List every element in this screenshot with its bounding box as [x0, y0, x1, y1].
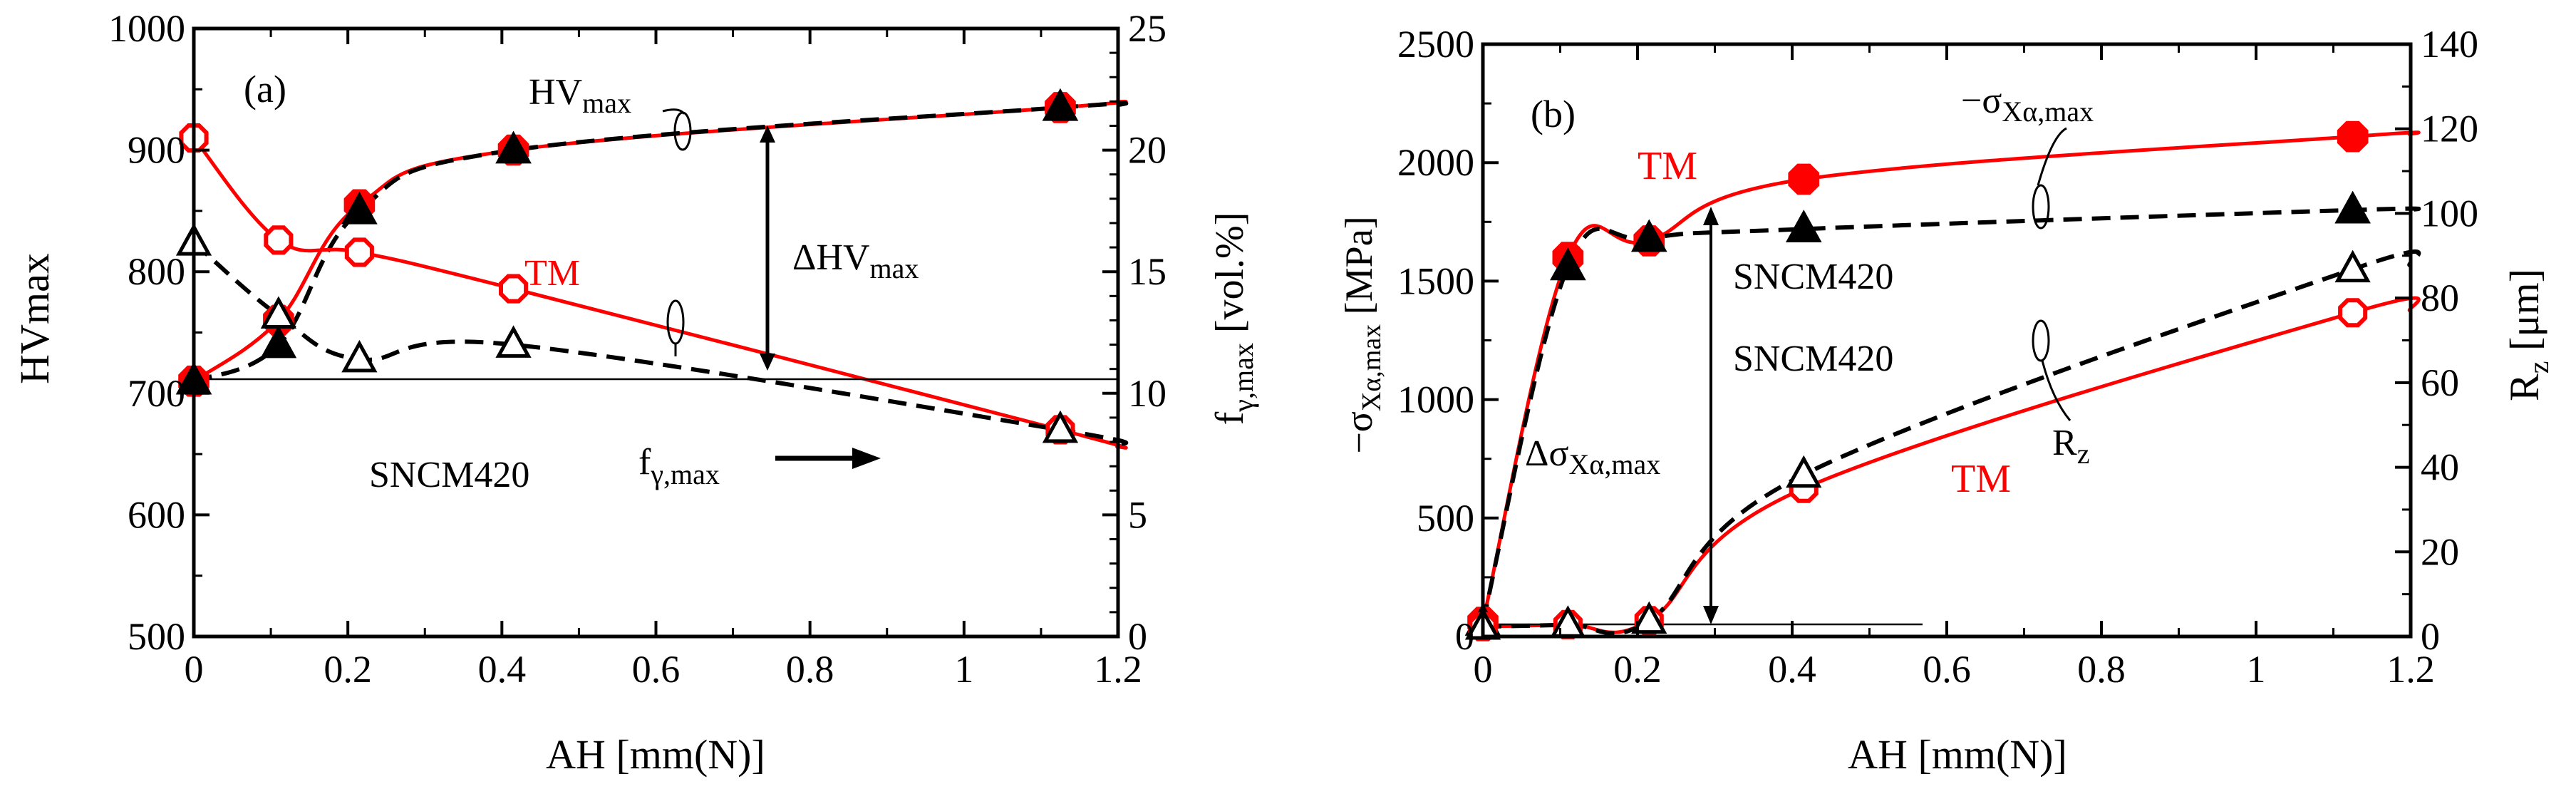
b-right-tick-label: 60 [2421, 361, 2459, 404]
a-x-tick-label: 0.2 [324, 648, 372, 691]
panel-b-sigma-leader [2032, 184, 2050, 230]
b-x-tick-label: 0.6 [1923, 648, 1971, 691]
a-right-tick-label: 5 [1128, 493, 1147, 536]
panel-b-sigma-annotation: −σXα,max [1961, 81, 2094, 128]
a-right-tick-label: 10 [1128, 372, 1167, 415]
a-right-tick-label: 20 [1128, 129, 1167, 172]
b-x-tick-label: 1.2 [2386, 648, 2435, 691]
b-data-point-1 [1630, 219, 1667, 252]
b-right-tick-label: 120 [2421, 108, 2478, 150]
panel-a-hvmax-annotation: HVmax [529, 72, 631, 119]
panel-b-sncm-bottom-annotation: SNCM420 [1733, 339, 1893, 379]
b-data-point-0 [2337, 120, 2369, 153]
panel-a-left-axis-label: HVmax [11, 253, 58, 384]
a-x-tick-label: 0.6 [632, 648, 681, 691]
panel-b-delta-sigma-arrowhead-up [1703, 207, 1719, 225]
b-right-tick-label: 40 [2421, 446, 2459, 489]
b-data-point-1 [1785, 210, 1822, 243]
panel-b-rz-leader-line [2041, 360, 2071, 421]
a-left-tick-label: 900 [128, 129, 185, 172]
a-data-point-2 [344, 237, 374, 267]
panel-b-rz-annotation: Rz [2052, 423, 2089, 470]
panel-b: 0 0.2 0.4 0.6 0.8 1 1.205001000150020002500020… [1338, 23, 2555, 778]
b-right-tick-label: 80 [2421, 277, 2459, 319]
a-data-point-2 [499, 274, 529, 304]
panel-b-x-axis-label: AH [mm(N)] [1848, 731, 2067, 778]
b-data-point-1 [1550, 247, 1586, 281]
b-data-point-3 [1631, 601, 1667, 634]
b-left-tick-label: 1500 [1397, 259, 1474, 302]
panel-a-delta-hv-annotation: ΔHVmax [792, 237, 919, 284]
panel-b-label: (b) [1531, 93, 1576, 135]
a-left-tick-label: 600 [128, 493, 185, 536]
panel-b-axes: 0 0.2 0.4 0.6 0.8 1 1.205001000150020002500020… [1397, 23, 2478, 691]
a-series-line-3 [192, 241, 1129, 447]
b-left-tick-label: 500 [1417, 497, 1474, 540]
panel-b-delta-sigma-arrowhead-down [1703, 606, 1719, 624]
a-data-point-1 [341, 191, 378, 225]
panel-b-delta-sigma-annotation: ΔσXα,max [1525, 433, 1660, 480]
panel-b-rz-leader [2032, 319, 2050, 362]
a-data-point-3 [1042, 410, 1079, 443]
panel-a-x-axis-label: AH [mm(N)] [546, 731, 765, 778]
b-left-tick-label: 2000 [1397, 141, 1474, 184]
panel-a-delta-hv-arrowhead-down [760, 354, 775, 371]
a-left-tick-label: 800 [128, 250, 185, 293]
b-x-tick-label: 1 [2247, 648, 2266, 691]
b-left-tick-label: 1000 [1397, 378, 1474, 421]
a-x-tick-label: 0.8 [786, 648, 834, 691]
panel-b-sncm-top-annotation: SNCM420 [1733, 257, 1893, 297]
panel-a-tm-annotation: TM [524, 253, 580, 294]
b-data-point-0 [1788, 163, 1820, 195]
panel-b-tm-top-annotation: TM [1638, 144, 1697, 188]
a-left-tick-label: 1000 [108, 7, 185, 50]
a-data-point-2 [264, 225, 294, 255]
b-data-point-1 [2334, 190, 2371, 224]
b-x-tick-label: 0 [1474, 648, 1493, 691]
panel-a-hvmax-leader-line [662, 108, 686, 115]
a-data-point-3 [341, 339, 378, 373]
panel-a-sncm-annotation: SNCM420 [369, 455, 529, 495]
a-x-tick-label: 1 [954, 648, 973, 691]
a-right-tick-label: 0 [1128, 615, 1147, 658]
panel-a-label: (a) [244, 68, 286, 110]
panel-b-tm-bottom-annotation: TM [1951, 457, 2011, 501]
a-x-tick-label: 0 [185, 648, 204, 691]
b-left-tick-label: 0 [1455, 615, 1474, 658]
a-left-tick-label: 500 [128, 615, 185, 658]
panel-b-right-axis-label: Rz [μm] [2501, 269, 2555, 401]
panel-a-fgamma-arrowhead [852, 448, 881, 469]
a-x-tick-label: 1.2 [1094, 648, 1142, 691]
b-left-tick-label: 2500 [1397, 23, 1474, 66]
a-x-tick-label: 0.4 [478, 648, 527, 691]
b-right-tick-label: 100 [2421, 192, 2478, 234]
a-right-tick-label: 25 [1128, 7, 1167, 50]
a-left-tick-label: 700 [128, 372, 185, 415]
b-x-tick-label: 0.8 [2077, 648, 2126, 691]
b-right-tick-label: 140 [2421, 23, 2478, 66]
b-data-point-3 [1786, 455, 1822, 488]
panel-a-axes: 0 0.2 0.4 0.6 0.8 1 1.2 500 600 700 800 900 1000 0 5 10… [108, 7, 1167, 691]
a-data-point-3 [260, 296, 297, 329]
panel-a: 0 0.2 0.4 0.6 0.8 1 1.2 500 600 700 800 900 1000 0 5 10… [11, 7, 1259, 778]
panel-b-left-axis-label: −σXα,max [MPa] [1338, 216, 1387, 453]
b-right-tick-label: 0 [2421, 615, 2440, 658]
b-x-tick-label: 0.2 [1613, 648, 1662, 691]
panel-b-sigma-leader-line [2037, 127, 2067, 186]
b-data-point-2 [2338, 298, 2368, 328]
a-data-point-3 [495, 325, 532, 358]
a-data-point-1 [495, 130, 532, 164]
b-data-point-3 [2334, 249, 2371, 283]
a-data-point-1 [1042, 88, 1079, 121]
b-right-tick-label: 20 [2421, 530, 2459, 573]
b-x-tick-label: 0.4 [1768, 648, 1816, 691]
panel-a-fgamma-annotation: fγ,max [638, 442, 720, 490]
a-right-tick-label: 15 [1128, 250, 1167, 293]
panel-a-right-axis-label: fγ,max [vol.%] [1208, 212, 1259, 426]
a-data-point-1 [260, 325, 297, 359]
panel-a-delta-hv-arrowhead-up [760, 125, 775, 143]
